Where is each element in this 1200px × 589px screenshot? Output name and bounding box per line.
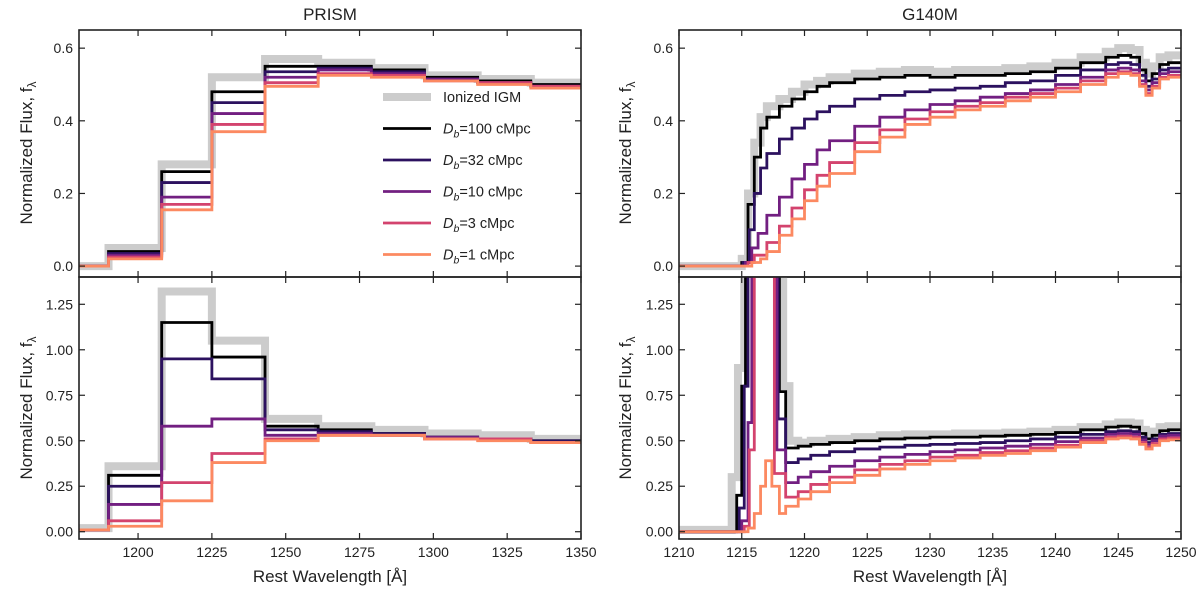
series-line-db-100-cmpc <box>679 54 1181 268</box>
series-line-db-1-cmpc <box>679 72 1181 268</box>
x-tick-label: 1215 <box>726 544 757 560</box>
y-tick-label: 0.25 <box>646 478 673 494</box>
legend-label: Db=1 cMpc <box>443 248 515 267</box>
x-tick-label: 1250 <box>270 544 301 560</box>
y-tick-label: 0.4 <box>54 113 74 129</box>
y-tick-label: 1.25 <box>46 296 73 312</box>
x-tick-label: 1275 <box>344 544 375 560</box>
y-tick-label: 0.00 <box>46 524 73 540</box>
y-tick-label: 0.50 <box>646 433 673 449</box>
y-label-left-bottom: Normalized Flux, fλ <box>17 337 39 480</box>
series-line-db-1-cmpc <box>79 74 581 268</box>
series-line-db-1-cmpc <box>679 436 1181 534</box>
y-tick-label: 0.75 <box>646 387 673 403</box>
x-tick-label: 1350 <box>565 544 596 560</box>
legend-label: Ionized IGM <box>443 90 521 106</box>
y-tick-label: 0.0 <box>54 258 74 274</box>
series-group <box>679 277 1181 534</box>
series-line-ionized-igm <box>79 287 581 533</box>
y-label-right-top: Normalized Flux, fλ <box>616 82 638 225</box>
x-tick-label: 1300 <box>418 544 449 560</box>
y-tick-label: 0.00 <box>646 524 673 540</box>
y-tick-label: 0.25 <box>46 478 73 494</box>
panel-prism-bottom: 1200 1225 1250 1275 1300 1325 1350 0.00 0.25 0.50… <box>46 276 597 560</box>
y-tick-label: 1.00 <box>46 342 73 358</box>
right-panel-title: G140M <box>902 5 958 24</box>
legend-label: Db=10 cMpc <box>443 185 523 204</box>
series-group <box>679 44 1181 271</box>
x-tick-label: 1250 <box>1165 544 1196 560</box>
y-label-left-top: Normalized Flux, fλ <box>17 82 39 225</box>
x-tick-label: 1325 <box>492 544 523 560</box>
y-tick-label: 0.2 <box>54 185 74 201</box>
y-tick-label: 0.0 <box>654 258 674 274</box>
y-tick-label: 1.25 <box>646 296 673 312</box>
panel-g140m-bottom: 1210 1215 1220 1225 1230 1235 1240 1245 1250 0.00… <box>646 276 1197 560</box>
x-tick-label: 1225 <box>852 544 883 560</box>
y-tick-label: 0.75 <box>46 387 73 403</box>
right-x-axis-label: Rest Wavelength [Å] <box>853 567 1007 586</box>
left-panel-title: PRISM <box>303 5 357 24</box>
legend: Ionized IGM Db=100 cMpc Db=32 cMpc Db=10 cM… <box>383 90 531 267</box>
series-line-db-1-cmpc <box>79 433 581 532</box>
series-line-db-3-cmpc <box>79 433 581 532</box>
x-tick-label: 1210 <box>663 544 694 560</box>
legend-label: Db=3 cMpc <box>443 216 515 235</box>
x-tick-label: 1220 <box>789 544 820 560</box>
x-tick-label: 1245 <box>1103 544 1134 560</box>
series-line-db-3-cmpc <box>679 277 1181 534</box>
legend-label: Db=32 cMpc <box>443 153 523 172</box>
y-tick-label: 1.00 <box>646 342 673 358</box>
y-label-right-bottom: Normalized Flux, fλ <box>616 337 638 480</box>
y-tick-label: 0.6 <box>654 40 674 56</box>
x-tick-label: 1230 <box>914 544 945 560</box>
axes-frame <box>78 276 582 540</box>
x-tick-label: 1235 <box>977 544 1008 560</box>
panel-g140m-top: 0.0 0.2 0.4 0.6 <box>654 29 1182 278</box>
series-group <box>79 55 581 271</box>
y-tick-label: 0.4 <box>654 113 674 129</box>
panel-prism-top: 0.0 0.2 0.4 0.6 <box>54 29 582 278</box>
series-group <box>79 287 581 533</box>
x-tick-label: 1225 <box>196 544 227 560</box>
x-tick-label: 1240 <box>1040 544 1071 560</box>
series-line-db-32-cmpc <box>679 61 1181 268</box>
left-x-axis-label: Rest Wavelength [Å] <box>253 567 407 586</box>
y-tick-label: 0.2 <box>654 185 674 201</box>
y-tick-label: 0.6 <box>54 40 74 56</box>
legend-label: Db=100 cMpc <box>443 122 531 141</box>
panels: 0.0 0.2 0.4 0.6 1200 1225 1250 1275 1300 1325 1350… <box>46 29 1197 560</box>
x-tick-label: 1200 <box>122 544 153 560</box>
y-tick-label: 0.50 <box>46 433 73 449</box>
